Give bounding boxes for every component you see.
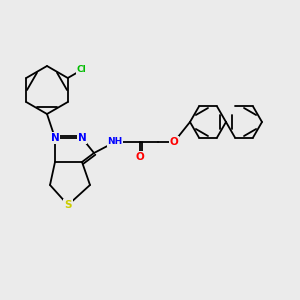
Text: O: O [169,137,178,147]
Text: N: N [51,133,59,143]
Text: NH: NH [107,137,123,146]
Text: S: S [64,200,72,210]
Text: Cl: Cl [77,65,86,74]
Text: O: O [136,152,144,162]
Text: N: N [78,133,86,143]
